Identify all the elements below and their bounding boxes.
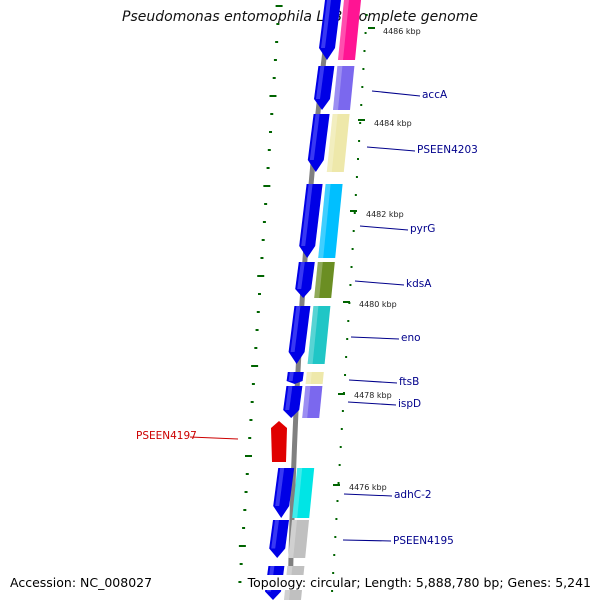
map-title: Pseudomonas entomophila L48, complete ge… <box>122 9 478 25</box>
gene-label-PSEEN4195[interactable]: PSEEN4195 <box>393 535 454 547</box>
strand-arrow <box>295 262 315 298</box>
leader-line-kdsA <box>354 280 405 286</box>
kbp-label: 4482 kbp <box>366 210 404 219</box>
leader-line-PSEEN4203 <box>366 146 416 152</box>
leader-line-PSEEN4195 <box>342 539 392 542</box>
strand-arrow <box>319 0 341 60</box>
cog-block-shade <box>305 372 312 384</box>
cog-block-shade <box>307 306 319 364</box>
strand-arrow <box>269 520 289 558</box>
gene-label-PSEEN4197[interactable]: PSEEN4197 <box>136 430 197 442</box>
cog-block <box>314 262 335 298</box>
label-leader-lines <box>189 90 421 542</box>
gene-feature-accA[interactable] <box>314 66 355 110</box>
strand-arrow-shade <box>271 520 279 549</box>
gene-label-adhC-2[interactable]: adhC-2 <box>394 489 432 501</box>
kbp-label: 4486 kbp <box>383 27 421 36</box>
leader-line-adhC-2 <box>343 493 393 497</box>
cog-block-shade <box>318 184 331 258</box>
gene-label-pyrG[interactable]: pyrG <box>410 223 435 235</box>
cog-block <box>307 306 331 364</box>
cog-block-shade <box>292 468 303 518</box>
leader-line-ftsB <box>348 379 398 384</box>
strand-arrow-shade <box>285 386 293 410</box>
cog-block-shade <box>338 0 349 60</box>
strand-arrow <box>283 386 303 418</box>
cog-block <box>338 0 361 60</box>
gene-label-PSEEN4203[interactable]: PSEEN4203 <box>417 144 478 156</box>
strand-arrow-shade <box>309 114 320 160</box>
strand-arrow <box>288 306 311 364</box>
gene-label-ispD[interactable]: ispD <box>398 398 421 410</box>
gene-feature-eno[interactable] <box>288 306 331 364</box>
cog-block-shade <box>302 386 311 418</box>
gene-feature-ispD[interactable] <box>283 386 323 418</box>
cog-block-shade <box>314 262 323 298</box>
cog-block <box>333 66 355 110</box>
gene-label-ftsB[interactable]: ftsB <box>399 376 419 388</box>
cog-block-shade <box>288 520 297 558</box>
kbp-markers: 4486 kbp 4484 kbp 4482 kbp 4480 kbp 4478 kbp… <box>333 27 421 492</box>
outer-tick-marks <box>238 5 283 583</box>
strand-arrow-shade <box>275 468 285 506</box>
kbp-label: 4478 kbp <box>354 391 392 400</box>
gene-feature-ftsB[interactable] <box>286 372 324 384</box>
kbp-label: 4476 kbp <box>349 483 387 492</box>
leader-line-eno <box>350 336 400 340</box>
gene-feature-PSEEN4203[interactable] <box>307 114 350 172</box>
kbp-label: 4480 kbp <box>359 300 397 309</box>
cog-block-shade <box>326 114 338 172</box>
strand-arrow-shade <box>301 184 313 246</box>
kbp-label: 4484 kbp <box>374 119 412 128</box>
strand-arrow-shade <box>297 262 305 289</box>
cog-block <box>305 372 324 384</box>
gene-feature-PSEEN4197[interactable] <box>271 421 287 462</box>
accession-text: Accession: NC_008027 <box>8 575 155 590</box>
gene-feature-top[interactable] <box>319 0 361 60</box>
strand-arrow <box>307 114 330 172</box>
strand-arrow-shade <box>321 0 331 48</box>
leader-line-ispD <box>347 401 397 406</box>
leader-line-PSEEN4197 <box>189 436 239 440</box>
cog-block <box>318 184 343 258</box>
gene-label-eno[interactable]: eno <box>401 332 421 344</box>
gene-labels[interactable]: accA PSEEN4203 pyrG kdsA eno ftsB ispD adhC-2 PS… <box>136 89 478 547</box>
gene-feature-pyrG[interactable] <box>299 184 343 258</box>
gene-label-accA[interactable]: accA <box>422 89 448 101</box>
cog-block <box>326 114 350 172</box>
strand-arrow-shade <box>288 372 294 381</box>
cog-block-shade <box>333 66 343 110</box>
gene-features[interactable] <box>265 0 361 600</box>
strand-arrow-shade <box>316 66 325 99</box>
strand-arrow-shade <box>290 306 301 352</box>
leader-line-accA <box>371 90 421 97</box>
cog-block <box>302 386 323 418</box>
gene-feature-adhC-2[interactable] <box>273 468 315 518</box>
genome-summary-text: Topology: circular; Length: 5,888,780 bp… <box>245 575 593 590</box>
gene-feature-PSEEN4195[interactable] <box>269 520 309 558</box>
gene-feature-kdsA[interactable] <box>295 262 335 298</box>
cog-block <box>288 520 309 558</box>
gene-label-kdsA[interactable]: kdsA <box>406 278 432 290</box>
leader-line-pyrG <box>359 225 409 231</box>
cog-block <box>292 468 315 518</box>
